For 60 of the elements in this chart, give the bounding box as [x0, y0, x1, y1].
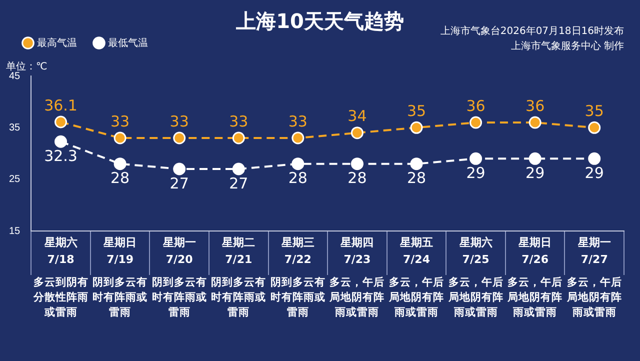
y-tick-label: 25 — [9, 174, 21, 186]
x-tick-label: 星期三 7/22 阴到多云有时有阵雨或雷雨 — [270, 236, 326, 319]
data-label: 36 — [526, 96, 545, 115]
chart-title: 上海10天天气趋势 — [236, 9, 404, 33]
x-tick-label: 星期二 7/21 阴到多云有时有阵雨或雷雨 — [211, 236, 266, 319]
data-label: 28 — [348, 169, 367, 188]
data-label: 35 — [584, 102, 604, 120]
x-tick-label: 星期六 7/25 多云，午后局地阴有阵雨或雷雨 — [447, 236, 504, 319]
data-label: 35 — [406, 102, 426, 120]
y-tick-label: 15 — [9, 226, 21, 237]
point — [292, 158, 304, 170]
x-tick-label: 星期六 7/18 多云到阴有分散性阵雨或雷雨 — [32, 236, 88, 319]
data-label: 28 — [110, 169, 130, 188]
data-label: 33 — [229, 112, 248, 130]
point — [173, 132, 186, 144]
point — [470, 152, 482, 165]
data-label: 33 — [110, 112, 130, 130]
data-label: 33 — [288, 112, 308, 130]
data-label: 28 — [288, 169, 308, 188]
point — [54, 116, 68, 128]
data-label: 29 — [526, 164, 545, 182]
x-tick-label: 星期一 7/20 阴到多云有时有阵雨或雷雨 — [152, 236, 207, 319]
legend-label: 最高气温 — [37, 36, 77, 49]
x-tick-label: 星期五 7/24 多云，午后局地阴有阵雨或雷雨 — [388, 236, 444, 319]
x-tick-label: 星期四 7/23 多云，午后局地阴有阵雨或雷雨 — [328, 236, 385, 319]
point — [528, 152, 542, 165]
data-label: 29 — [584, 164, 604, 182]
x-tick-label: 星期一 7/27 多云，午后局地阴有阵雨或雷雨 — [566, 236, 622, 319]
point — [588, 152, 601, 165]
point — [54, 135, 68, 148]
point — [173, 162, 186, 176]
point — [292, 132, 304, 144]
data-label: 33 — [170, 112, 189, 130]
point — [350, 126, 364, 140]
point — [528, 116, 542, 129]
y-tick-label: 45 — [9, 70, 21, 82]
point — [470, 116, 482, 129]
text: 上海市气象台2026年07月18日16时发布 — [440, 24, 624, 39]
data-label: 28 — [406, 169, 426, 188]
data-label: 27 — [229, 174, 248, 192]
legend-label: 最低气温 — [108, 36, 148, 49]
x-tick-label: 星期日 7/19 阴到多云有时有阵雨或雷雨 — [92, 236, 148, 319]
point — [114, 132, 126, 144]
point — [114, 158, 126, 170]
text: 上海市气象服务中心 制作 — [510, 40, 624, 54]
x-tick-label: 星期日 7/26 多云，午后局地阴有阵雨或雷雨 — [506, 236, 563, 319]
data-label: 36.1 — [44, 96, 78, 114]
point — [350, 158, 364, 170]
point — [410, 158, 423, 170]
data-label: 27 — [170, 174, 189, 192]
point — [410, 121, 423, 134]
point — [232, 132, 245, 144]
data-label: 32.3 — [44, 147, 78, 166]
data-label: 36 — [466, 96, 486, 115]
data-label: 34 — [348, 107, 367, 126]
point — [588, 121, 601, 134]
point — [232, 162, 245, 176]
data-label: 29 — [466, 164, 486, 182]
y-axis-title: 单位：℃ — [6, 60, 48, 73]
y-tick-label: 35 — [9, 122, 21, 134]
